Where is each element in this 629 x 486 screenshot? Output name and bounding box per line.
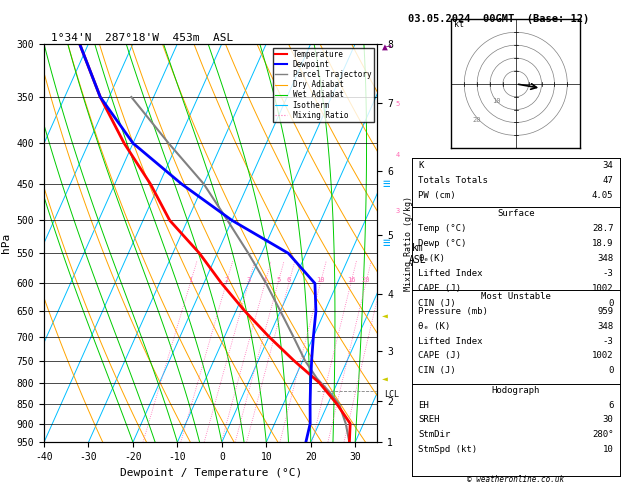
Text: 5: 5 — [396, 101, 400, 106]
Text: 6: 6 — [608, 400, 613, 410]
Text: 1002: 1002 — [592, 284, 613, 293]
Text: CAPE (J): CAPE (J) — [418, 284, 461, 293]
Text: 6: 6 — [287, 278, 291, 283]
Text: 10: 10 — [316, 278, 325, 283]
Text: 280°: 280° — [592, 431, 613, 439]
Text: Hodograph: Hodograph — [492, 385, 540, 395]
Text: -3: -3 — [603, 336, 613, 346]
Text: 16: 16 — [347, 278, 355, 283]
Text: 20: 20 — [362, 278, 370, 283]
Text: SREH: SREH — [418, 416, 440, 424]
Text: 18.9: 18.9 — [592, 239, 613, 248]
Text: StmSpd (kt): StmSpd (kt) — [418, 445, 477, 454]
Y-axis label: km
ASL: km ASL — [409, 243, 427, 264]
Text: StmDir: StmDir — [418, 431, 450, 439]
Text: Mixing Ratio (g/kg): Mixing Ratio (g/kg) — [404, 195, 413, 291]
Text: K: K — [418, 161, 423, 170]
Text: PW (cm): PW (cm) — [418, 191, 456, 200]
Text: 2: 2 — [225, 278, 228, 283]
Text: 34: 34 — [603, 161, 613, 170]
Y-axis label: hPa: hPa — [1, 233, 11, 253]
Text: 03.05.2024  00GMT  (Base: 12): 03.05.2024 00GMT (Base: 12) — [408, 14, 589, 24]
Text: 0: 0 — [608, 299, 613, 308]
Text: →: → — [386, 41, 391, 51]
Text: -3: -3 — [603, 269, 613, 278]
Text: 4: 4 — [263, 278, 267, 283]
Text: ▲: ▲ — [382, 41, 388, 51]
Text: CIN (J): CIN (J) — [418, 299, 456, 308]
Text: 30: 30 — [603, 416, 613, 424]
Text: kt: kt — [454, 20, 464, 29]
Text: CAPE (J): CAPE (J) — [418, 351, 461, 361]
Text: ◄: ◄ — [382, 311, 388, 321]
Text: Pressure (mb): Pressure (mb) — [418, 307, 488, 315]
Text: Totals Totals: Totals Totals — [418, 176, 488, 185]
Text: θₑ (K): θₑ (K) — [418, 322, 450, 330]
Text: 28.7: 28.7 — [592, 224, 613, 233]
Text: 5: 5 — [276, 278, 281, 283]
Text: 348: 348 — [597, 254, 613, 263]
Text: 1002: 1002 — [592, 351, 613, 361]
Text: Surface: Surface — [497, 209, 535, 218]
Text: 10: 10 — [493, 98, 501, 104]
Text: ≡: ≡ — [382, 237, 390, 249]
Text: 3: 3 — [396, 208, 400, 214]
Text: ≡: ≡ — [382, 178, 390, 191]
Text: EH: EH — [418, 400, 429, 410]
Text: LCL: LCL — [384, 390, 399, 399]
X-axis label: Dewpoint / Temperature (°C): Dewpoint / Temperature (°C) — [120, 468, 302, 478]
Text: 20: 20 — [473, 118, 481, 123]
Text: © weatheronline.co.uk: © weatheronline.co.uk — [467, 475, 564, 484]
Text: 10: 10 — [603, 445, 613, 454]
Text: CIN (J): CIN (J) — [418, 366, 456, 376]
Text: 4: 4 — [396, 152, 400, 158]
Text: 4.05: 4.05 — [592, 191, 613, 200]
Text: 3: 3 — [247, 278, 251, 283]
Text: θₑ(K): θₑ(K) — [418, 254, 445, 263]
Text: Most Unstable: Most Unstable — [481, 292, 551, 301]
Text: Lifted Index: Lifted Index — [418, 336, 482, 346]
Text: Lifted Index: Lifted Index — [418, 269, 482, 278]
Text: 348: 348 — [597, 322, 613, 330]
Text: Temp (°C): Temp (°C) — [418, 224, 467, 233]
Text: 47: 47 — [603, 176, 613, 185]
Text: Dewp (°C): Dewp (°C) — [418, 239, 467, 248]
Text: 1°34'N  287°18'W  453m  ASL: 1°34'N 287°18'W 453m ASL — [51, 33, 233, 43]
Text: 959: 959 — [597, 307, 613, 315]
Legend: Temperature, Dewpoint, Parcel Trajectory, Dry Adiabat, Wet Adiabat, Isotherm, Mi: Temperature, Dewpoint, Parcel Trajectory… — [273, 48, 374, 122]
Text: 1: 1 — [188, 278, 192, 283]
Text: 0: 0 — [608, 366, 613, 376]
Text: ◄: ◄ — [382, 374, 388, 384]
